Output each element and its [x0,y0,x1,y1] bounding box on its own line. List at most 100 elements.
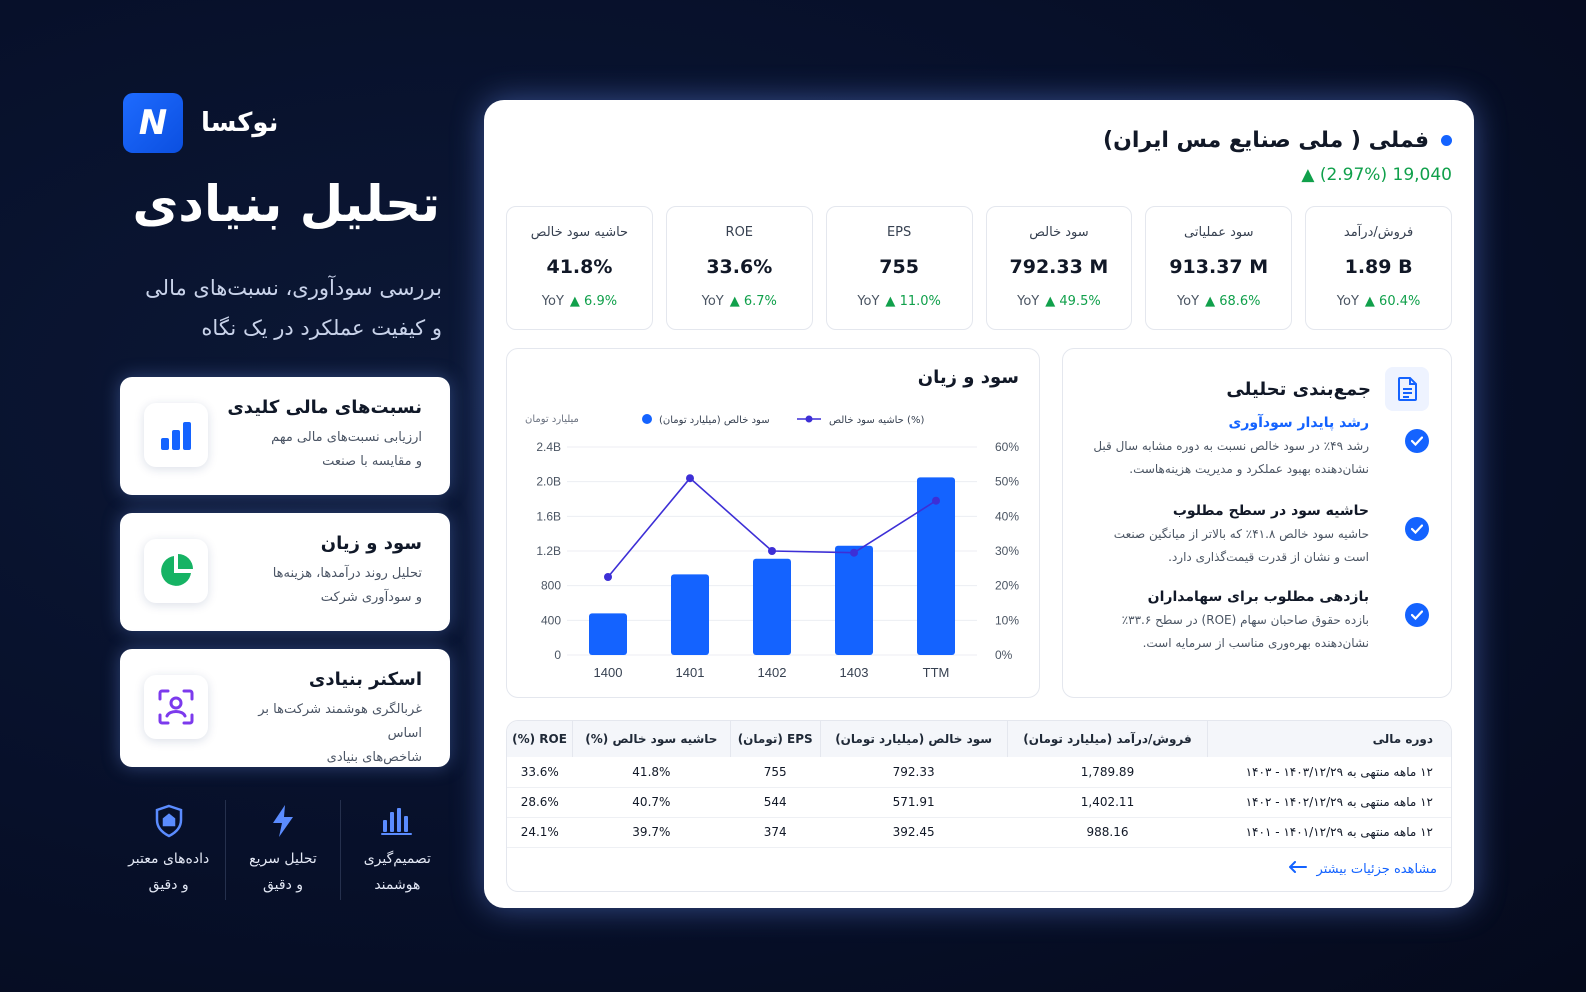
kpi-label: حاشیه سود خالص [530,225,629,240]
summary-item-title: رشد پایدار سودآوری [1228,415,1370,431]
pie-chart-icon [144,539,208,603]
table-header-cell: ROE (%) [512,732,567,746]
table-cell: ۱۲ ماهه منتهی به ۱۴۰۱/۱۲/۲۹ - ۱۴۰۱ [1207,817,1451,848]
kpi-card: سود عملیاتی 913.37 M YoY ▲ 68.6% [1145,206,1293,330]
table-cell: 39.7% [572,817,731,848]
feature-desc-line2: شاخص‌های بنیادی [326,750,422,765]
feature-desc-line1: غربالگری هوشمند شرکت‌ها بر اساس [258,702,422,741]
table-cell: 1,789.89 [1007,757,1208,788]
stock-price: 19,040 [1392,165,1452,185]
y-tick-label: 2.4B [536,440,561,454]
kpi-yoy: YoY ▲ 6.7% [667,294,812,309]
pnl-chart: 0 0% 400 10% 800 20% 1.2B 30% 1.6B 40% 2.0B 50% 2.4B… [525,414,1019,680]
lightning-icon [226,800,339,842]
bottom-feature-line1: داده‌های معتبر [128,851,210,867]
check-icon [1405,429,1429,453]
table-cell: 988.16 [1007,817,1208,848]
bottom-feature-fast: تحلیل سریع و دقیق [226,800,341,900]
table-cell: 792.33 [820,757,1008,788]
y-tick-label: 1.2B [536,544,561,558]
line-point-margin [604,573,612,581]
table-header-cell: حاشیه سود خالص (%) [572,721,731,757]
stock-name: فملی ( ملی صنایع مس ایران) [1103,128,1429,153]
bottom-feature-label: داده‌های معتبر و دقیق [112,846,225,898]
user-scan-icon [144,675,208,739]
summary-item-line2: نشان‌دهنده بهبود عملکرد و مدیریت هزینه‌ه… [1129,462,1369,476]
table-header-cell: سود خالص (میلیارد تومان) [819,721,1008,757]
arrow-up-icon: ▲ [729,294,744,309]
check-icon [1405,517,1429,541]
arrow-left-icon [1288,861,1307,877]
bottom-feature-line1: تصمیم‌گیری [363,851,431,867]
summary-item-line1: بازده حقوق صاحبان سهام (ROE) در سطح ۳۳.۶… [1121,613,1369,627]
table-header-cell: دوره مالی [1207,721,1451,757]
analysis-summary-panel: جمع‌بندی تحلیلی رشد پایدار سودآوری رشد ۴۹… [1062,348,1452,698]
stock-name-row: فملی ( ملی صنایع مس ایران) [1103,128,1452,153]
arrow-up-icon: ▲ [1205,294,1220,309]
summary-item-title: حاشیه سود در سطح مطلوب [1172,503,1369,519]
financial-table: دوره مالی فروش/درآمد (میلیارد تومان) سود خ… [507,721,1451,848]
table-header-cell: EPS (تومان) [729,721,821,757]
legend-line-marker [805,415,813,423]
feature-desc-line1: تحلیل روند درآمدها، هزینه‌ها [272,566,422,581]
y2-tick-label: 40% [995,509,1019,523]
brand-logo: N [123,93,183,153]
feature-desc-line2: و سودآوری شرکت [320,590,422,605]
feature-desc: تحلیل روند درآمدها، هزینه‌ها و سودآوری ش… [222,562,422,610]
kpi-label: فروش/درآمد [1343,225,1414,240]
kpi-card: سود خالص 792.33 M YoY ▲ 49.5% [985,206,1133,330]
table-cell: 1,402.11 [1007,787,1208,818]
y2-tick-label: 50% [995,475,1019,489]
summary-item-desc: رشد ۴۹٪ در سود خالص نسبت به دوره مشابه س… [1079,435,1369,481]
kpi-card: ROE 33.6% YoY ▲ 6.7% [665,206,813,330]
table-cell: 544 [730,787,821,818]
summary-item-title: بازدهی مطلوب برای سهامداران [1147,589,1369,605]
y2-tick-label: 10% [995,613,1019,627]
kpi-row: فروش/درآمد 1.89 B YoY ▲ 60.4% سود عملیاتی 913… [506,206,1452,330]
kpi-yoy: YoY ▲ 11.0% [827,294,972,309]
bar-net-profit [917,477,955,655]
view-more-link[interactable]: مشاهده جزئیات بیشتر [1288,861,1437,877]
line-point-margin [850,548,858,557]
y2-tick-label: 30% [995,544,1019,558]
feature-card-ratios[interactable]: نسبت‌های مالی کلیدی ارزیابی نسبت‌های مال… [120,377,450,495]
shield-icon [112,800,225,842]
line-point-margin [686,474,694,483]
kpi-label: سود خالص [1029,225,1089,240]
x-tick-label: 1403 [840,665,869,680]
feature-desc-line2: و مقایسه با صنعت [322,454,422,469]
pnl-chart-panel: سود و زیان 0 0% 400 10% 800 20% 1.2B 30% 1.6B 40%… [506,348,1040,698]
hero-title: تحلیل بنیادی [132,175,440,233]
table-cell: 571.91 [820,787,1008,818]
kpi-value: 755 [879,256,919,278]
table-cell: 24.1% [507,817,573,848]
x-tick-label: 1400 [594,665,623,680]
kpi-yoy: YoY ▲ 49.5% [987,294,1132,309]
kpi-value: 41.8% [546,256,613,278]
table-cell: 33.6% [507,757,573,788]
feature-card-pnl[interactable]: سود و زیان تحلیل روند درآمدها، هزینه‌ها … [120,513,450,631]
table-row: ۱۲ ماهه منتهی به ۱۴۰۲/۱۲/۲۹ - ۱۴۰۲ 1,402.… [507,787,1451,818]
status-dot [1441,135,1452,146]
summary-header: جمع‌بندی تحلیلی [1226,367,1429,411]
y-tick-label: 0 [554,648,561,662]
kpi-yoy-label: YoY [701,294,724,309]
kpi-yoy-value: 68.6% [1219,294,1261,309]
feature-title: سود و زیان [320,533,422,554]
financial-table-panel: دوره مالی فروش/درآمد (میلیارد تومان) سود خ… [506,720,1452,892]
legend-label-net-profit: سود خالص (میلیارد تومان) [659,415,770,426]
kpi-yoy-label: YoY [1176,294,1200,309]
table-cell: ۱۲ ماهه منتهی به ۱۴۰۲/۱۲/۲۹ - ۱۴۰۲ [1207,787,1451,818]
dashboard-card: فملی ( ملی صنایع مس ایران) ▲ (2.97%) 19,… [484,100,1474,908]
table-cell: 28.6% [507,787,573,818]
kpi-yoy-label: YoY [857,294,880,309]
bottom-features: تصمیم‌گیری هوشمند تحلیل سریع و دقیق داده… [112,800,454,900]
check-icon [1405,603,1429,627]
bottom-feature-line2: هوشمند [374,877,421,893]
y-tick-label: 1.6B [536,509,561,523]
y2-tick-label: 0% [995,648,1013,662]
stock-change: (2.97%) [1319,165,1388,185]
arrow-up-icon: ▲ [1364,294,1380,309]
feature-card-scanner[interactable]: اسکنر بنیادی غربالگری هوشمند شرکت‌ها بر … [120,649,450,767]
kpi-yoy-value: 6.9% [584,294,618,309]
